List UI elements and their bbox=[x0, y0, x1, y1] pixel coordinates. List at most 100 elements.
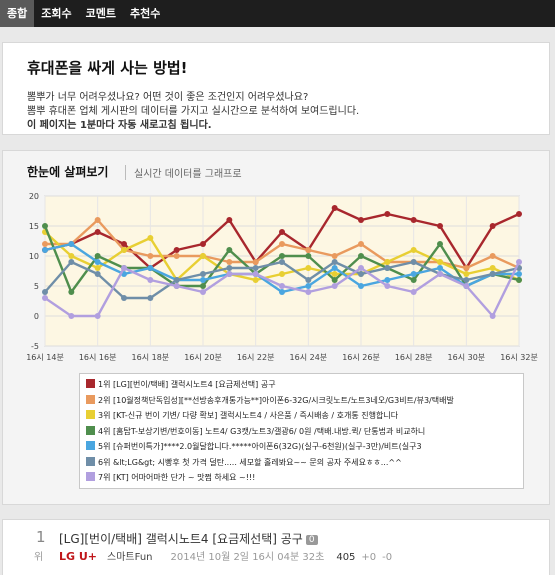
series-4-point bbox=[226, 247, 233, 253]
y-tick-label: 15 bbox=[29, 222, 39, 231]
legend-label: 6위 &lt;LG&gt; 시빵후 첫 가격 덜탄..... 세모할 홀레봐요~… bbox=[98, 457, 402, 467]
series-1-point bbox=[384, 211, 391, 217]
comment-count-badge: 0 bbox=[305, 535, 318, 545]
series-4-point bbox=[437, 241, 443, 247]
series-2-point bbox=[305, 247, 312, 253]
post-title-link[interactable]: [LG][번이/택배] 갤럭시노트4 [요금제선택] 공구 0 bbox=[59, 530, 318, 547]
series-7-point bbox=[226, 271, 233, 277]
series-5-point bbox=[437, 265, 443, 271]
series-7-point bbox=[437, 271, 443, 277]
legend-swatch bbox=[86, 379, 95, 388]
series-4-point bbox=[331, 277, 338, 283]
series-5-point bbox=[331, 265, 338, 271]
series-4-point bbox=[68, 289, 75, 295]
series-4-point bbox=[94, 253, 101, 259]
series-5-point bbox=[410, 271, 417, 277]
series-7-point bbox=[331, 283, 338, 289]
tab-overall[interactable]: 종합 bbox=[0, 0, 35, 27]
series-5-point bbox=[68, 241, 75, 247]
series-2-point bbox=[489, 253, 496, 259]
graph-panel: 한눈에 살펴보기 실시간 데이터를 그래프로 -5 0 5 10 15 20 16시 14분… bbox=[2, 150, 550, 505]
series-6-point bbox=[147, 295, 154, 301]
series-2-point bbox=[147, 253, 154, 259]
series-6-point bbox=[121, 295, 127, 301]
series-5-point bbox=[94, 259, 101, 265]
series-1-point bbox=[173, 247, 180, 253]
series-1-point bbox=[200, 241, 206, 247]
series-1-point bbox=[94, 229, 101, 235]
series-4-point bbox=[358, 253, 364, 259]
y-tick-label: 20 bbox=[29, 192, 39, 201]
legend-item-3[interactable]: 3위 [KT-신규 번이 기변/ 다량 확보] 갤럭시노트4 / 사은품 / 즉… bbox=[86, 409, 518, 422]
tab-views[interactable]: 조회수 bbox=[41, 7, 72, 20]
legend-item-1[interactable]: 1위 [LG][번이/택배] 갤럭시노트4 [요금제선택] 공구 bbox=[86, 378, 518, 391]
graph-subtitle: 실시간 데이터를 그래프로 bbox=[125, 165, 242, 180]
y-tick-label: 10 bbox=[29, 252, 39, 261]
series-7-point bbox=[305, 289, 312, 295]
series-6-point bbox=[68, 259, 75, 265]
legend-label: 4위 [홈탑T-보상기변/번호이동] 노트4/ G3캣/노트3/갤광6/ 0원 … bbox=[98, 426, 426, 436]
legend-item-7[interactable]: 7위 [KT] 어마어마한 단가 ~ 맛쩜 하세요 ~!!! bbox=[86, 471, 518, 484]
intro-line-2: 뽐뿌 휴대폰 업체 게시판의 데이터를 가지고 실시간으로 분석하여 보여드립니… bbox=[27, 106, 360, 117]
post-date: 2014년 10월 2일 16시 04분 32초 bbox=[170, 552, 325, 563]
intro-panel: 휴대폰을 싸게 사는 방법! 뽐뿌가 너무 어려우셨나요? 어떤 것이 좋은 조… bbox=[2, 42, 550, 135]
series-4-point bbox=[516, 277, 522, 283]
legend-item-4[interactable]: 4위 [홈탑T-보상기변/번호이동] 노트4/ G3캣/노트3/갤광6/ 0원 … bbox=[86, 425, 518, 438]
tab-recommends[interactable]: 추천수 bbox=[130, 7, 161, 20]
series-6-point bbox=[252, 265, 259, 271]
series-2-point bbox=[331, 253, 338, 259]
legend-label: 7위 [KT] 어마어마한 단가 ~ 맛쩜 하세요 ~!!! bbox=[98, 473, 256, 482]
post-carrier: LG U+ bbox=[59, 550, 98, 563]
series-2-point bbox=[226, 259, 233, 265]
series-5-point bbox=[305, 283, 312, 289]
series-6-point bbox=[358, 271, 364, 277]
series-7-point bbox=[489, 313, 496, 319]
post-store: 스마트Fun bbox=[107, 552, 153, 563]
series-4-point bbox=[410, 277, 417, 283]
series-6-point bbox=[94, 271, 101, 277]
x-tick-label: 16시 22분 bbox=[237, 353, 275, 362]
series-6-point bbox=[384, 265, 391, 271]
top-nav: 종합 조회수 코멘트 추천수 bbox=[0, 0, 555, 27]
series-6-point bbox=[410, 259, 417, 265]
series-7-point bbox=[42, 295, 48, 301]
line-chart: -5 0 5 10 15 20 16시 14분 16시 16분 16시 18분 16시 20분 16… bbox=[26, 192, 538, 362]
series-4-point bbox=[305, 253, 312, 259]
series-7-point bbox=[173, 283, 180, 289]
series-6-point bbox=[331, 259, 338, 265]
series-1-point bbox=[489, 223, 496, 229]
chart-legend: 1위 [LG][번이/택배] 갤럭시노트4 [요금제선택] 공구 2위 [10월정… bbox=[79, 373, 524, 489]
post-item[interactable]: 1 위 [LG][번이/택배] 갤럭시노트4 [요금제선택] 공구 0 LG U+… bbox=[2, 519, 550, 575]
legend-swatch bbox=[86, 456, 95, 466]
series-1-point bbox=[516, 211, 522, 217]
series-2-point bbox=[279, 241, 285, 247]
series-2-point bbox=[42, 241, 48, 247]
x-tick-label: 16시 16분 bbox=[79, 353, 117, 362]
series-5-point bbox=[384, 277, 391, 283]
series-2-point bbox=[173, 253, 180, 259]
legend-label: 3위 [KT-신규 번이 기변/ 다량 확보] 갤럭시노트4 / 사은품 / 즉… bbox=[98, 411, 399, 420]
legend-item-2[interactable]: 2위 [10월정책단독입성][**선방송후개통가능**]아이폰6-32G/시크릿… bbox=[86, 394, 518, 407]
series-7-point bbox=[252, 271, 259, 277]
series-3-point bbox=[279, 271, 285, 277]
series-3-point bbox=[305, 265, 312, 271]
series-1-point bbox=[437, 223, 443, 229]
series-3-point bbox=[384, 259, 391, 265]
series-7-point bbox=[94, 313, 101, 319]
series-3-point bbox=[94, 265, 101, 271]
legend-item-6[interactable]: 6위 &lt;LG&gt; 시빵후 첫 가격 덜탄..... 세모할 홀레봐요~… bbox=[86, 456, 518, 469]
series-5-point bbox=[200, 277, 206, 283]
series-7-point bbox=[358, 265, 364, 271]
legend-label: 5위 [슈퍼번이특가]****2.0월달합니다.*****아이폰6(32G)(실… bbox=[98, 442, 422, 451]
series-3-point bbox=[68, 253, 75, 259]
tab-comments[interactable]: 코멘트 bbox=[85, 7, 116, 20]
series-7-point bbox=[279, 283, 285, 289]
x-tick-label: 16시 32분 bbox=[500, 353, 538, 362]
series-7-point bbox=[68, 313, 75, 319]
series-2-point bbox=[463, 265, 470, 271]
legend-item-5[interactable]: 5위 [슈퍼번이특가]****2.0월달합니다.*****아이폰6(32G)(실… bbox=[86, 440, 518, 453]
y-tick-label: 0 bbox=[34, 312, 39, 321]
series-3-point bbox=[147, 235, 154, 241]
legend-swatch bbox=[86, 441, 95, 450]
series-7-point bbox=[516, 259, 522, 265]
